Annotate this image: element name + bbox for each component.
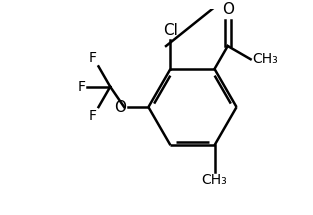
Text: CH₃: CH₃ xyxy=(252,52,278,66)
Text: Cl: Cl xyxy=(163,23,178,38)
Text: O: O xyxy=(222,2,234,17)
Text: F: F xyxy=(77,80,85,94)
Text: O: O xyxy=(114,100,126,115)
Text: F: F xyxy=(89,51,97,65)
Text: F: F xyxy=(89,109,97,123)
Text: CH₃: CH₃ xyxy=(202,173,227,187)
